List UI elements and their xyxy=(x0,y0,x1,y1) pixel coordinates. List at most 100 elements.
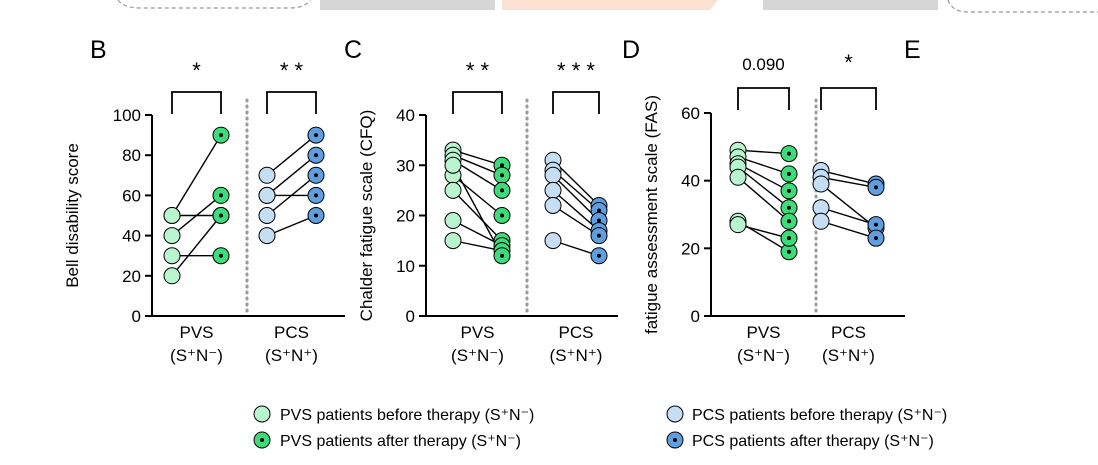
pair-line xyxy=(820,176,877,189)
point-after-dot xyxy=(787,219,791,224)
significance-bracket xyxy=(171,91,222,114)
x-category-sublabel: (S⁺N⁺) xyxy=(822,346,875,365)
significance-label: * * xyxy=(280,58,304,83)
y-tick-label: 60 xyxy=(122,186,141,205)
point-after-dot xyxy=(500,213,504,218)
point-after-dot xyxy=(874,222,878,227)
point-before xyxy=(729,216,747,234)
significance-label: * xyxy=(844,50,853,75)
legend-marker-pvs-after-dot xyxy=(260,438,264,442)
pair-line xyxy=(737,163,790,192)
point-before xyxy=(258,186,276,204)
x-category-label: PCS xyxy=(274,323,309,342)
top-dashed-box-right xyxy=(947,0,1098,13)
top-accent-arrow xyxy=(502,0,718,10)
point-after-dot xyxy=(314,213,318,218)
significance-bracket xyxy=(452,91,503,114)
point-after-dot xyxy=(787,171,791,176)
pair-line xyxy=(737,149,790,155)
legend-label-pvs-after: PVS patients after therapy (S⁺N⁻) xyxy=(280,433,521,450)
point-after-dot xyxy=(874,236,878,241)
y-tick-label: 40 xyxy=(681,172,700,191)
point-after-dot xyxy=(597,253,601,258)
point-after-dot xyxy=(314,133,318,138)
y-tick-label: 20 xyxy=(122,267,141,286)
pair-line xyxy=(737,166,790,209)
panel-c: 0 10 20 30 40 Chalder fatigue scale (CFQ) PVS (… xyxy=(357,58,618,365)
y-axis-label: Chalder fatigue scale (CFQ) xyxy=(357,110,376,322)
pair-line xyxy=(452,189,503,242)
point-before xyxy=(258,207,276,224)
point-before xyxy=(444,212,462,230)
point-before xyxy=(544,232,562,250)
legend-label-pvs-before: PVS patients before therapy (S⁺N⁻) xyxy=(280,407,534,424)
top-decoration xyxy=(117,0,1098,13)
y-tick-label: 0 xyxy=(132,307,141,326)
y-tick-label: 60 xyxy=(681,104,700,123)
y-tick-label: 20 xyxy=(396,207,415,226)
pair-line xyxy=(452,149,503,166)
pair-line xyxy=(737,223,790,239)
x-category-label: PCS xyxy=(831,323,866,342)
y-axis-label: Bell disability score xyxy=(63,143,82,288)
point-before xyxy=(544,196,562,214)
legend-marker-pcs-before xyxy=(666,405,684,423)
pair-line xyxy=(820,169,877,185)
significance-label: * xyxy=(192,58,201,83)
point-after-dot xyxy=(314,173,318,178)
y-axis-label: fatigue assessment scale (FAS) xyxy=(642,95,661,334)
significance-label: 0.090 xyxy=(742,55,785,74)
point-before xyxy=(444,181,462,199)
point-before xyxy=(163,267,181,285)
pair-line xyxy=(820,220,877,239)
panel-letter-c: C xyxy=(344,36,362,64)
pair-line xyxy=(171,134,222,216)
point-after-dot xyxy=(314,193,318,198)
y-tick-label: 20 xyxy=(681,239,700,258)
point-before xyxy=(258,227,276,245)
point-before xyxy=(444,232,462,250)
significance-bracket xyxy=(820,87,877,110)
point-after-dot xyxy=(874,185,878,190)
y-tick-label: 40 xyxy=(396,106,415,125)
legend-label-pcs-after: PCS patients after therapy (S⁺N⁻) xyxy=(692,433,934,450)
top-dashed-box-left xyxy=(117,0,311,9)
y-tick-label: 40 xyxy=(122,227,141,246)
significance-bracket xyxy=(552,91,600,114)
pair-line xyxy=(820,207,877,226)
panel-b: 0 20 40 60 80 100 Bell disability score PVS (S⁺N… xyxy=(63,58,345,365)
legend-marker-pvs-before xyxy=(253,405,271,423)
significance-label: * * xyxy=(466,58,490,83)
point-after-dot xyxy=(597,208,601,213)
panel-letter-d: D xyxy=(622,36,640,64)
pair-line xyxy=(737,156,790,175)
y-tick-label: 80 xyxy=(122,146,141,165)
pair-line xyxy=(266,154,317,196)
y-tick-label: 30 xyxy=(396,156,415,175)
point-after-dot xyxy=(500,173,504,178)
point-after-dot xyxy=(219,253,223,258)
pair-line xyxy=(737,176,790,222)
panel-letter-e: E xyxy=(904,36,921,64)
point-before xyxy=(544,181,562,199)
y-tick-label: 0 xyxy=(691,307,700,326)
y-tick-label: 100 xyxy=(113,106,141,125)
legend-marker-pcs-after-dot xyxy=(673,438,677,442)
point-before xyxy=(812,212,830,230)
significance-bracket xyxy=(737,87,790,110)
point-after-dot xyxy=(219,133,223,138)
point-after-dot xyxy=(787,249,791,254)
point-after-dot xyxy=(787,188,791,193)
x-category-sublabel: (S⁺N⁺) xyxy=(265,346,318,365)
point-before xyxy=(812,175,830,193)
point-after-dot xyxy=(500,253,504,258)
point-after-dot xyxy=(787,236,791,241)
point-before xyxy=(544,166,562,184)
significance-label: * * * xyxy=(557,58,595,83)
point-after-dot xyxy=(787,151,791,156)
pair-line xyxy=(171,215,222,277)
pair-line xyxy=(820,183,877,229)
x-category-label: PVS xyxy=(460,323,494,342)
top-gray-box-1 xyxy=(320,0,495,10)
x-category-sublabel: (S⁺N⁻) xyxy=(451,346,504,365)
